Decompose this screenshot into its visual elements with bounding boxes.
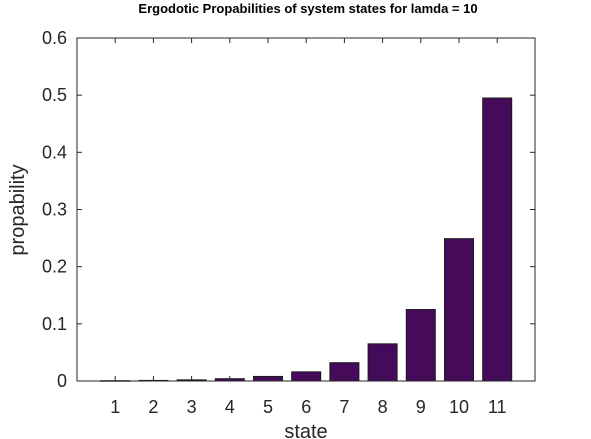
bars-group xyxy=(100,97,513,382)
y-tick-label: 0.1 xyxy=(42,314,67,334)
x-tick-label: 11 xyxy=(488,397,507,417)
x-tick-label: 7 xyxy=(339,397,349,417)
x-tick-label: 3 xyxy=(187,397,197,417)
bar-state-11 xyxy=(482,97,513,382)
bar-state-9 xyxy=(405,309,436,382)
bar-state-10 xyxy=(444,238,474,382)
x-tick-label: 1 xyxy=(110,397,120,417)
y-tick-label: 0.2 xyxy=(42,257,67,277)
x-tick-label: 9 xyxy=(416,397,426,417)
y-tick-label: 0.3 xyxy=(42,200,67,220)
bar-state-8 xyxy=(367,343,398,382)
x-tick-labels: 1 2 3 4 5 6 7 8 9 10 11 xyxy=(110,397,506,417)
y-tick-label: 0 xyxy=(57,371,67,391)
chart-title: Ergodotic Propabilities of system states… xyxy=(138,1,477,16)
x-axis-label: state xyxy=(284,421,327,439)
x-tick-label: 8 xyxy=(378,397,388,417)
x-tick-label: 5 xyxy=(263,397,273,417)
y-tick-label: 0.4 xyxy=(42,142,67,162)
axes-group xyxy=(76,37,536,382)
y-tick-label: 0.6 xyxy=(42,28,67,48)
y-tick-labels: 0 0.1 0.2 0.3 0.4 0.5 0.6 xyxy=(42,28,67,391)
x-tick-label: 6 xyxy=(301,397,311,417)
x-tick-label: 10 xyxy=(449,397,469,417)
y-axis-label: propability xyxy=(7,164,29,255)
x-tick-label: 2 xyxy=(148,397,158,417)
y-tick-label: 0.5 xyxy=(42,85,67,105)
x-tick-label: 4 xyxy=(225,397,235,417)
